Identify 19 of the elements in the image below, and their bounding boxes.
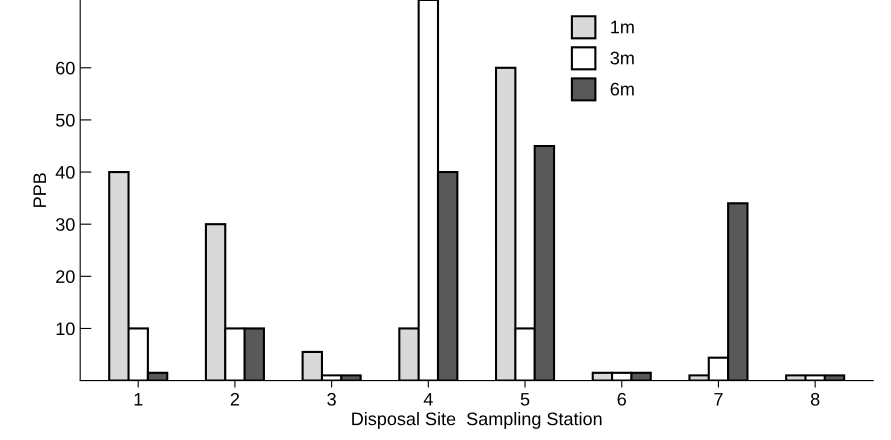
y-tick-label: 10 [56, 322, 75, 336]
x-tick-label: 4 [424, 393, 433, 406]
legend-label: 6m [610, 82, 634, 96]
legend-label: 1m [611, 20, 634, 34]
x-tick-label: 8 [810, 392, 820, 406]
x-tick-label: 5 [520, 393, 530, 406]
y-tick-label: 40 [56, 166, 75, 179]
x-tick-label: 1 [134, 393, 142, 406]
y-tick-label: 60 [56, 62, 75, 74]
x-tick-label: 2 [230, 392, 240, 406]
x-tick-label: 3 [327, 392, 336, 406]
y-tick-label: 50 [56, 114, 75, 127]
legend-label: 3m [610, 52, 634, 64]
y-tick-label: 20 [56, 270, 75, 284]
y-axis-title: PPB [34, 173, 46, 207]
x-tick-label: 6 [618, 392, 626, 406]
x-axis-title: Disposal Site Sampling Station [352, 412, 602, 429]
x-tick-label: 7 [714, 393, 723, 406]
y-tick-label: 30 [56, 218, 75, 231]
